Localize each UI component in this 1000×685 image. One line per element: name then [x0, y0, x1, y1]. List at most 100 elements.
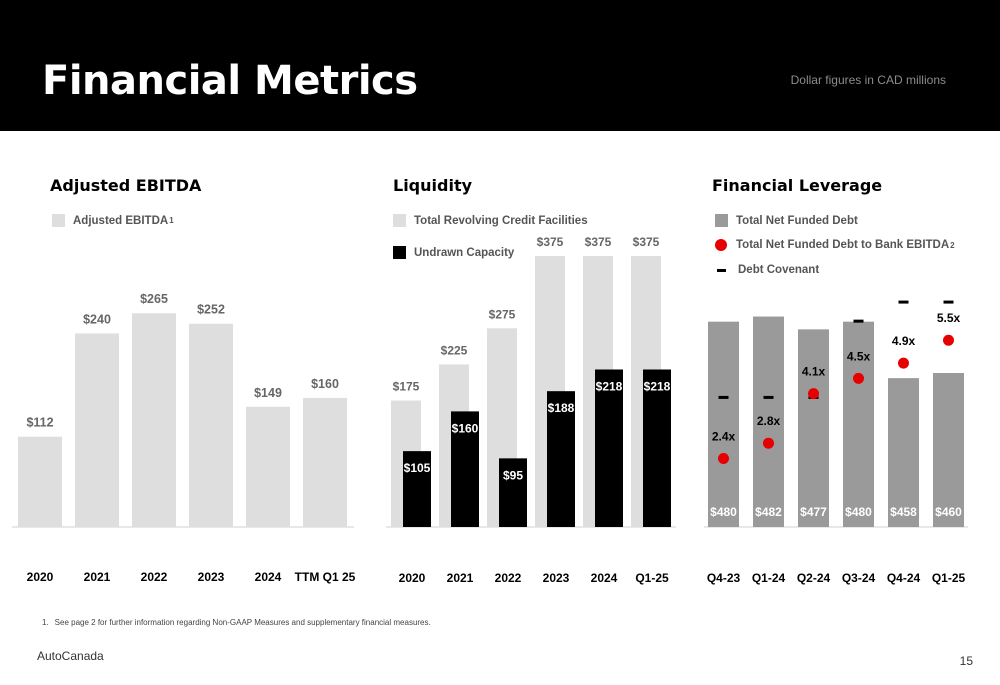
ebitda-category-label: 2022 — [141, 570, 168, 584]
ebitda-value-label: $112 — [26, 416, 53, 430]
leverage-ratio-dot — [853, 372, 864, 384]
leverage-debt-bar — [708, 321, 739, 527]
leverage-ratio-label: 4.5x — [847, 349, 871, 363]
footnote: 1. See page 2 for further information reg… — [42, 618, 431, 627]
leverage-category-label: Q1-24 — [752, 571, 786, 585]
ebitda-legend-item: Adjusted EBITDA 1 — [52, 214, 174, 227]
leverage-category-label: Q1-25 — [932, 571, 966, 585]
black-square-icon — [393, 246, 406, 259]
leverage-ratio-dot — [898, 357, 909, 369]
liquidity-undrawn-label: $188 — [548, 401, 575, 415]
leverage-ratio-dot — [943, 334, 954, 346]
page-title: Financial Metrics — [42, 58, 418, 104]
liquidity-facilities-label: $175 — [393, 380, 420, 394]
currency-note: Dollar figures in CAD millions — [790, 73, 946, 87]
leverage-debt-bar — [933, 373, 964, 527]
ebitda-category-label: 2021 — [84, 570, 111, 584]
liquidity-facilities-label: $375 — [633, 235, 660, 249]
liquidity-undrawn-bar — [595, 369, 623, 527]
leverage-ratio-label: 4.9x — [892, 334, 916, 348]
light-gray-square-icon — [393, 214, 406, 227]
liquidity-facilities-label: $275 — [489, 307, 516, 321]
footnote-ref-1: 1 — [169, 216, 174, 225]
ebitda-category-label: TTM Q1 25 — [295, 570, 356, 584]
ebitda-category-label: 2023 — [198, 570, 225, 584]
ebitda-value-label: $149 — [254, 386, 282, 400]
leverage-covenant-dash — [853, 319, 864, 323]
leverage-debt-label: $460 — [935, 505, 962, 519]
leverage-legend-ratio-label: Total Net Funded Debt to Bank EBITDA — [736, 239, 950, 251]
leverage-category-label: Q4-24 — [887, 571, 921, 585]
ebitda-bar — [303, 397, 347, 527]
liquidity-legend-undrawn-label: Undrawn Capacity — [414, 246, 515, 259]
leverage-legend-debt: Total Net Funded Debt — [715, 214, 858, 227]
liquidity-undrawn-label: $218 — [596, 379, 623, 393]
liquidity-undrawn-bar — [499, 458, 527, 527]
liquidity-facilities-label: $225 — [441, 343, 468, 357]
gray-square-icon — [715, 214, 728, 227]
liquidity-undrawn-label: $218 — [644, 379, 671, 393]
footnote-text: See page 2 for further information regar… — [54, 618, 431, 627]
leverage-legend-debt-label: Total Net Funded Debt — [736, 214, 858, 227]
ebitda-value-label: $240 — [83, 312, 111, 326]
liquidity-legend-undrawn: Undrawn Capacity — [393, 246, 514, 259]
liquidity-legend-facilities: Total Revolving Credit Facilities — [393, 214, 588, 227]
red-dot-icon — [715, 239, 727, 251]
leverage-covenant-dash — [943, 300, 954, 304]
leverage-ratio-dot — [763, 437, 774, 449]
leverage-ratio-label: 2.4x — [712, 429, 736, 443]
liquidity-facilities-label: $375 — [537, 235, 564, 249]
ebitda-bar — [18, 436, 62, 527]
liquidity-undrawn-bar — [643, 369, 671, 527]
leverage-legend-ratio: Total Net Funded Debt to Bank EBITDA 2 — [715, 239, 955, 251]
liquidity-undrawn-bar — [403, 451, 431, 527]
ebitda-value-label: $252 — [197, 303, 225, 317]
light-gray-square-icon — [52, 214, 65, 227]
header-bar: Financial Metrics Dollar figures in CAD … — [0, 0, 1000, 131]
leverage-debt-label: $458 — [890, 505, 917, 519]
ebitda-value-label: $265 — [140, 292, 168, 306]
leverage-debt-bar — [843, 321, 874, 527]
leverage-debt-bar — [753, 316, 784, 527]
liquidity-section-title: Liquidity — [393, 176, 473, 195]
liquidity-legend-facilities-label: Total Revolving Credit Facilities — [414, 214, 588, 227]
page-number: 15 — [959, 654, 973, 668]
leverage-debt-label: $480 — [845, 505, 872, 519]
leverage-debt-bar — [798, 329, 829, 527]
leverage-ratio-label: 2.8x — [757, 414, 781, 428]
ebitda-bar — [246, 406, 290, 527]
leverage-section-title: Financial Leverage — [712, 176, 883, 195]
leverage-debt-label: $477 — [800, 505, 827, 519]
liquidity-undrawn-label: $105 — [404, 461, 431, 475]
leverage-debt-label: $480 — [710, 505, 737, 519]
liquidity-undrawn-bar — [547, 391, 575, 527]
leverage-legend-covenant: Debt Covenant — [715, 264, 819, 276]
liquidity-undrawn-bar — [451, 411, 479, 527]
liquidity-category-label: 2023 — [543, 571, 570, 585]
leverage-covenant-dash — [718, 395, 729, 399]
ebitda-bar — [132, 313, 176, 527]
liquidity-category-label: 2022 — [495, 571, 522, 585]
leverage-covenant-dash — [763, 395, 774, 399]
leverage-ratio-label: 5.5x — [937, 311, 961, 325]
leverage-ratio-label: 4.1x — [802, 365, 826, 379]
ebitda-section-title: Adjusted EBITDA — [50, 176, 202, 195]
liquidity-category-label: 2024 — [591, 571, 618, 585]
footnote-ref-2: 2 — [950, 240, 955, 250]
leverage-ratio-dot — [718, 452, 729, 464]
ebitda-value-label: $160 — [311, 377, 339, 391]
liquidity-undrawn-label: $95 — [503, 468, 523, 482]
ebitda-category-label: 2024 — [255, 570, 282, 584]
leverage-debt-label: $482 — [755, 505, 782, 519]
leverage-category-label: Q2-24 — [797, 571, 831, 585]
brand-name: AutoCanada — [37, 649, 104, 663]
ebitda-legend-label: Adjusted EBITDA — [73, 214, 169, 227]
ebitda-bar — [189, 323, 233, 527]
leverage-legend-covenant-label: Debt Covenant — [738, 264, 820, 276]
leverage-category-label: Q3-24 — [842, 571, 876, 585]
ebitda-category-label: 2020 — [27, 570, 54, 584]
footnote-number: 1. — [42, 618, 49, 627]
liquidity-undrawn-label: $160 — [452, 421, 479, 435]
